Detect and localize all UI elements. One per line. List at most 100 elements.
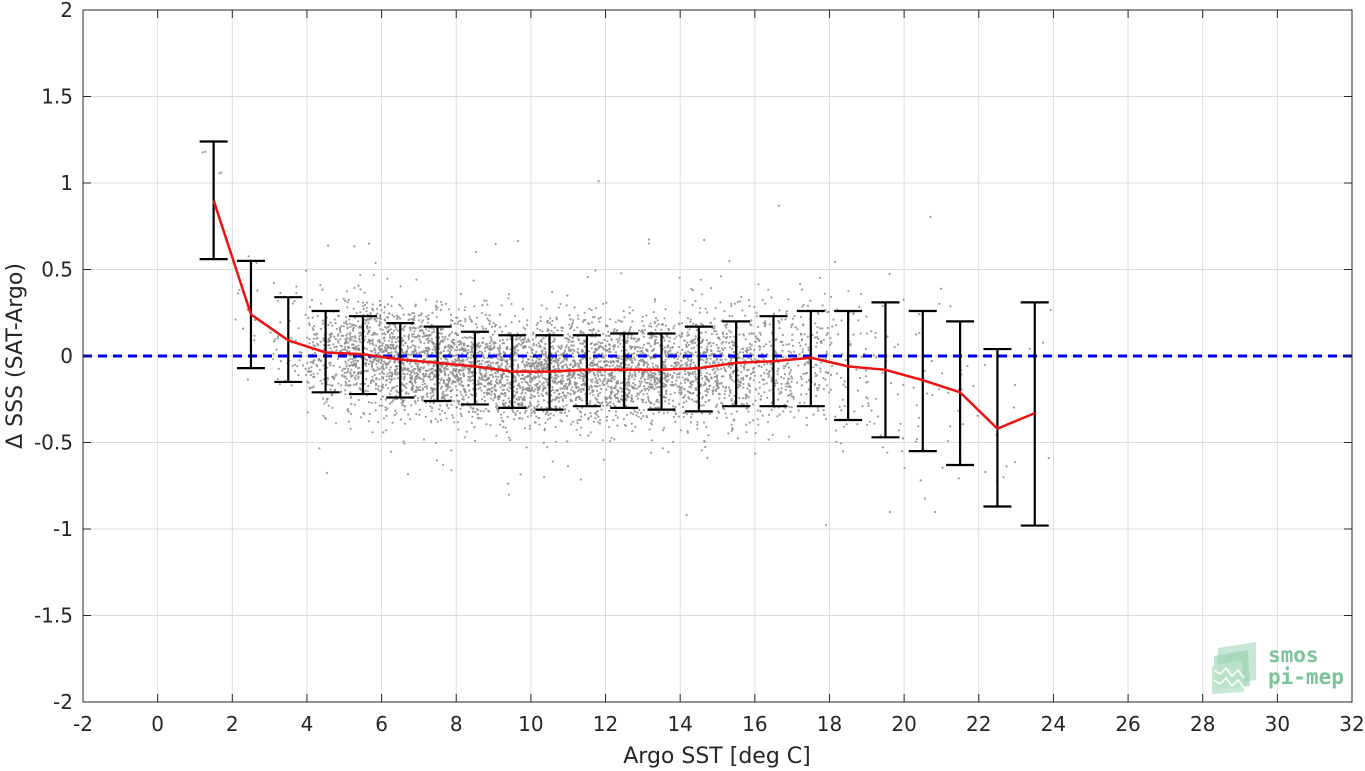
scatter-point [667,402,671,405]
scatter-point [581,378,585,381]
scatter-point [470,347,473,351]
scatter-point [307,381,310,384]
scatter-point [382,386,385,389]
scatter-point [544,421,547,425]
scatter-point [316,342,319,345]
scatter-point [478,417,481,420]
scatter-point [402,377,405,380]
scatter-point [393,386,396,389]
scatter-point [480,378,483,381]
scatter-point [631,430,634,433]
scatter-point [422,438,426,441]
scatter-point [532,333,535,336]
scatter-point [402,372,405,375]
scatter-point [716,336,719,339]
scatter-point [751,368,755,371]
scatter-point [566,294,569,297]
scatter-point [331,324,334,327]
scatter-point [407,369,410,372]
scatter-point [349,391,352,394]
scatter-point [343,321,346,324]
scatter-point [421,383,424,386]
scatter-point [591,321,594,324]
scatter-point [394,341,397,344]
scatter-point [776,415,779,418]
scatter-point [393,360,396,363]
scatter-point [434,304,437,307]
scatter-point [317,358,320,361]
scatter-point [671,399,675,402]
scatter-point [514,315,517,318]
scatter-point [600,408,603,411]
scatter-point [789,368,793,371]
scatter-point [541,352,544,355]
scatter-point [690,383,693,386]
scatter-point [453,375,456,378]
scatter-point [483,347,486,350]
scatter-point [408,381,411,384]
scatter-point [321,288,324,291]
scatter-point [791,377,794,380]
scatter-point [632,338,635,341]
scatter-point [359,273,362,276]
scatter-point [459,412,462,415]
scatter-point [471,374,474,377]
scatter-point [311,316,314,319]
scatter-point [467,372,470,375]
scatter-point [686,341,689,344]
scatter-point [411,344,414,347]
scatter-point [592,394,595,397]
scatter-point [605,419,608,422]
scatter-point [614,351,618,354]
scatter-point [745,423,748,426]
scatter-point [344,384,347,387]
scatter-point [713,325,716,328]
scatter-point [829,336,832,340]
scatter-point [750,319,753,322]
scatter-point [608,348,611,351]
scatter-point [483,373,486,376]
scatter-point [729,391,732,394]
scatter-point [409,418,412,421]
scatter-point [852,333,855,336]
scatter-point [656,382,659,385]
scatter-point [418,335,421,338]
scatter-point [468,375,471,378]
scatter-point [634,358,637,361]
scatter-point [478,346,481,349]
scatter-point [768,340,771,343]
scatter-point [432,328,435,331]
scatter-point [542,353,546,356]
scatter-point [410,333,413,336]
scatter-point [401,328,404,331]
scatter-point [307,370,310,373]
scatter-point [411,387,414,390]
scatter-point [377,385,380,388]
scatter-point [725,323,729,326]
scatter-point [834,260,837,263]
scatter-point [464,317,467,321]
scatter-point [492,322,495,325]
scatter-point [461,336,464,339]
scatter-point [312,372,315,375]
scatter-point [471,346,474,349]
scatter-point [740,364,743,367]
scatter-point [358,332,361,335]
scatter-point [748,342,752,345]
scatter-point [610,371,614,374]
scatter-point [682,396,685,399]
scatter-point [426,352,429,356]
scatter-point [481,341,484,344]
scatter-point [426,346,429,349]
scatter-point [352,307,355,310]
scatter-point [352,360,355,363]
scatter-point [422,374,425,377]
scatter-point [524,345,528,348]
scatter-point [383,346,386,349]
scatter-point [640,389,644,392]
scatter-point [475,251,478,254]
scatter-point [472,407,475,410]
scatter-point [430,410,433,413]
scatter-point [682,411,685,415]
scatter-point [376,307,379,310]
